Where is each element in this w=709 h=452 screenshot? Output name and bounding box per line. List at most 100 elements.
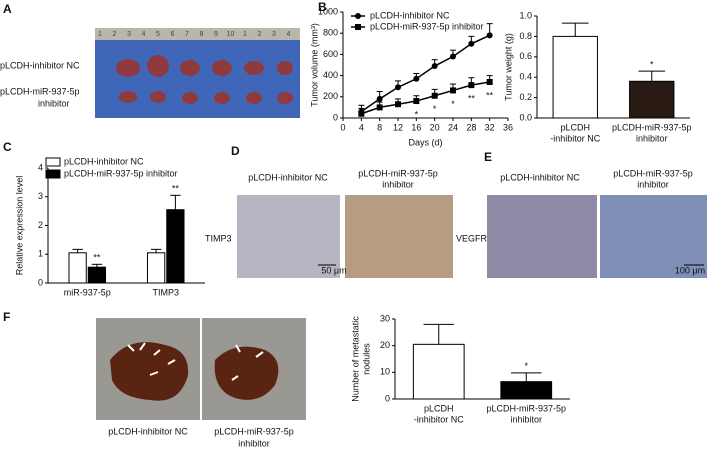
panel-label: A	[3, 2, 12, 16]
y-axis-label: Number of metastatic	[350, 316, 360, 402]
bar	[146, 252, 166, 284]
legend-marker	[355, 24, 361, 30]
ruler-number: 9	[214, 31, 218, 38]
significance: *	[650, 59, 654, 69]
panel-label: C	[3, 140, 12, 154]
x-tick-label: 28	[466, 122, 476, 132]
bar	[68, 252, 87, 284]
marker	[486, 32, 493, 39]
x-tick-label: 4	[359, 122, 364, 132]
legend-label: pLCDH-miR-937-5p inhibitor	[370, 21, 484, 31]
ihc-image	[345, 195, 453, 278]
row-label: pLCDH-miR-937-5p	[0, 86, 80, 96]
legend-marker	[355, 13, 361, 19]
caption: pLCDH-miR-937-5p	[214, 426, 294, 436]
y-tick-label: 1.0	[519, 10, 532, 20]
marker	[431, 63, 438, 70]
x-tick-label: 36	[503, 122, 513, 132]
y-tick-label: 0.8	[519, 31, 532, 41]
row-label: pLCDH-inhibitor NC	[0, 60, 80, 70]
x-tick-label: pLCDH-miR-937-5p	[486, 403, 566, 413]
x-tick-label: inhibitor	[636, 133, 668, 143]
x-tick-label: 16	[411, 122, 421, 132]
column-label: inhibitor	[637, 179, 669, 189]
marker	[413, 98, 420, 105]
marker	[486, 78, 493, 85]
y-tick-label: 20	[380, 340, 390, 350]
y-axis-label: nodules	[361, 343, 371, 375]
y-tick-label: 0.0	[519, 112, 532, 122]
y-tick-label: 30	[380, 313, 390, 323]
y-tick-label: 1000	[318, 6, 338, 16]
significance: **	[486, 90, 494, 100]
y-tick-label: 400	[323, 70, 338, 80]
scale-label: 100 μm	[675, 265, 705, 275]
x-axis-label: Days (d)	[408, 137, 442, 147]
y-axis-label: Tumor volume (mm³)	[309, 23, 319, 107]
panel-label: D	[231, 144, 240, 158]
column-label: pLCDH-inhibitor NC	[500, 172, 580, 182]
row-label: VEGFR	[456, 233, 488, 243]
ruler-number: 1	[98, 31, 102, 38]
bar	[87, 266, 107, 284]
significance: *	[415, 109, 419, 119]
ruler-number: 4	[142, 31, 146, 38]
x-tick-label: -inhibitor NC	[414, 414, 465, 424]
liver-photo	[96, 318, 306, 420]
significance: *	[524, 361, 528, 371]
marker	[413, 75, 420, 82]
column-label: inhibitor	[382, 179, 414, 189]
significance: *	[433, 104, 437, 114]
significance: **	[172, 184, 180, 194]
y-tick-label: 0.2	[519, 92, 532, 102]
bar	[500, 381, 553, 400]
y-tick-label: 10	[380, 367, 390, 377]
y-tick-label: 0.4	[519, 72, 532, 82]
row-label: inhibitor	[38, 98, 70, 108]
y-tick-label: 0	[333, 112, 338, 122]
column-label: pLCDH-miR-937-5p	[358, 168, 438, 178]
scale-label: 50 μm	[321, 265, 346, 275]
marker	[468, 40, 475, 47]
x-tick-label: 0	[340, 122, 345, 132]
ruler-number: 1	[243, 31, 247, 38]
ruler-number: 2	[258, 31, 262, 38]
y-tick-label: 1	[38, 249, 43, 259]
y-tick-label: 0	[38, 277, 43, 287]
bar	[629, 80, 675, 119]
y-tick-label: 600	[323, 49, 338, 59]
bar	[412, 343, 465, 400]
column-label: pLCDH-inhibitor NC	[248, 172, 328, 182]
y-tick-label: 2	[38, 220, 43, 230]
marker	[395, 84, 401, 91]
significance: *	[451, 99, 455, 109]
y-axis-label: Tumor weight (g)	[503, 33, 513, 101]
row-label: TIMP3	[205, 233, 232, 243]
x-tick-label: inhibitor	[510, 414, 542, 424]
ruler-number: 10	[227, 31, 235, 38]
marker	[376, 95, 383, 102]
x-tick-label: -inhibitor NC	[550, 133, 601, 143]
marker	[450, 87, 456, 94]
caption: inhibitor	[238, 438, 270, 448]
ruler-number: 8	[200, 31, 204, 38]
x-tick-label: TIMP3	[152, 287, 179, 297]
x-tick-label: 20	[430, 122, 440, 132]
ruler-number: 2	[113, 31, 117, 38]
panel-label: B	[318, 0, 327, 14]
marker	[395, 101, 401, 108]
ruler-number: 5	[156, 31, 160, 38]
bar	[166, 209, 185, 284]
y-tick-label: 0.6	[519, 51, 532, 61]
ihc-image	[237, 195, 340, 278]
ihc-image	[487, 195, 597, 278]
x-tick-label: pLCDH-miR-937-5p	[612, 122, 692, 132]
x-tick-label: miR-937-5p	[64, 287, 111, 297]
ihc-image	[600, 195, 707, 278]
y-axis-label: Relative expression level	[14, 176, 24, 276]
ruler-number: 3	[127, 31, 131, 38]
x-tick-label: 12	[393, 122, 403, 132]
panel-label: E	[484, 150, 492, 164]
y-tick-label: 3	[38, 191, 43, 201]
ruler-number: 7	[185, 31, 189, 38]
